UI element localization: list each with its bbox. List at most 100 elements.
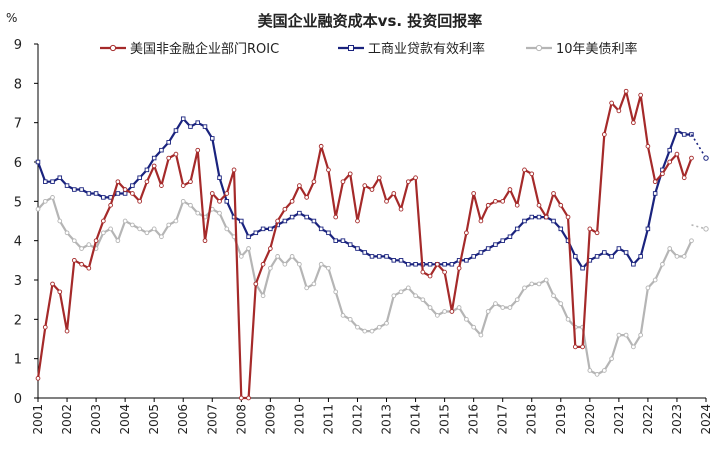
data-point xyxy=(384,320,389,326)
legend-item-1: 工商业贷款有效利率 xyxy=(338,41,485,57)
data-point xyxy=(493,198,498,204)
data-point xyxy=(551,218,556,224)
data-point xyxy=(362,250,367,255)
data-point xyxy=(282,218,288,224)
x-tick-label: 2009 xyxy=(263,404,277,435)
chart-axes: 0 1 2 3 4 5 6 7 8 9 2001 2002 2003 2004 2005 2006 2007 20… xyxy=(14,38,713,435)
x-tick-label: 2011 xyxy=(321,404,335,435)
data-point xyxy=(333,289,339,295)
x-tick-label: 2004 xyxy=(118,404,132,435)
data-point xyxy=(100,230,106,236)
series-line xyxy=(36,117,692,270)
data-point xyxy=(551,191,556,196)
data-point xyxy=(180,183,186,188)
data-point xyxy=(347,242,353,247)
data-point xyxy=(166,140,171,145)
data-point xyxy=(57,289,63,295)
data-point xyxy=(239,218,244,224)
data-point xyxy=(558,301,564,306)
data-point xyxy=(609,254,614,259)
data-point xyxy=(238,254,244,259)
data-point xyxy=(318,226,324,232)
x-tick-label: 2020 xyxy=(583,404,597,435)
data-point xyxy=(115,179,121,185)
data-point xyxy=(71,238,77,244)
data-point xyxy=(333,214,339,220)
data-point xyxy=(580,265,585,271)
data-point xyxy=(667,246,673,251)
data-point xyxy=(355,324,360,330)
data-point xyxy=(674,254,680,259)
x-tick-label: 2008 xyxy=(234,404,248,435)
data-point xyxy=(188,124,193,129)
data-point xyxy=(580,344,585,350)
data-point xyxy=(427,305,433,310)
data-point xyxy=(144,230,150,236)
data-point xyxy=(464,316,469,322)
data-point xyxy=(100,218,106,224)
data-point xyxy=(500,198,506,204)
data-point xyxy=(456,265,462,271)
data-point xyxy=(514,226,520,232)
data-point xyxy=(43,179,48,184)
data-point xyxy=(35,375,41,381)
data-point xyxy=(122,218,128,224)
data-point xyxy=(71,257,77,263)
data-point xyxy=(369,254,375,259)
data-point xyxy=(623,250,629,255)
data-point xyxy=(217,175,222,180)
data-point xyxy=(340,179,346,185)
data-point xyxy=(689,238,694,244)
data-point xyxy=(623,88,629,94)
legend-label: 美国非金融企业部门ROIC xyxy=(130,41,279,57)
data-point xyxy=(369,187,375,192)
data-point xyxy=(195,210,201,216)
data-point xyxy=(173,218,179,224)
series-1 xyxy=(35,116,694,271)
data-point xyxy=(500,305,506,310)
data-point xyxy=(369,328,375,334)
data-point xyxy=(667,159,673,165)
x-tick-label: 2016 xyxy=(467,404,481,435)
data-point xyxy=(434,261,440,267)
data-point xyxy=(173,128,179,133)
y-tick-label: 1 xyxy=(14,353,22,368)
data-point xyxy=(420,297,426,303)
data-point xyxy=(362,183,368,188)
data-point xyxy=(180,198,186,204)
data-point xyxy=(507,187,513,192)
data-point xyxy=(275,254,280,259)
data-point xyxy=(267,246,273,251)
data-point xyxy=(362,328,368,334)
data-point xyxy=(420,269,426,275)
data-point xyxy=(594,254,600,259)
projection-point xyxy=(703,226,709,232)
data-point xyxy=(115,238,121,244)
data-point xyxy=(64,328,70,334)
data-point xyxy=(224,191,230,196)
y-tick-label: 8 xyxy=(14,77,22,92)
data-point xyxy=(398,258,404,263)
data-point xyxy=(638,254,643,259)
data-point xyxy=(311,179,317,185)
x-tick-label: 2001 xyxy=(31,404,45,435)
data-point xyxy=(101,195,106,200)
data-point xyxy=(340,313,346,318)
x-tick-label: 2019 xyxy=(554,404,568,435)
x-tick-label: 2002 xyxy=(60,404,74,435)
data-point xyxy=(347,316,353,322)
projection-line xyxy=(690,134,707,159)
data-point xyxy=(130,191,135,196)
data-point xyxy=(500,238,505,243)
data-point xyxy=(115,191,121,196)
data-point xyxy=(282,261,288,267)
data-point xyxy=(376,324,382,330)
data-point xyxy=(326,265,331,271)
data-point xyxy=(355,218,360,224)
data-point xyxy=(166,155,172,161)
data-point xyxy=(326,230,331,236)
data-point xyxy=(384,198,389,204)
data-point xyxy=(209,191,215,196)
data-point xyxy=(601,132,607,137)
